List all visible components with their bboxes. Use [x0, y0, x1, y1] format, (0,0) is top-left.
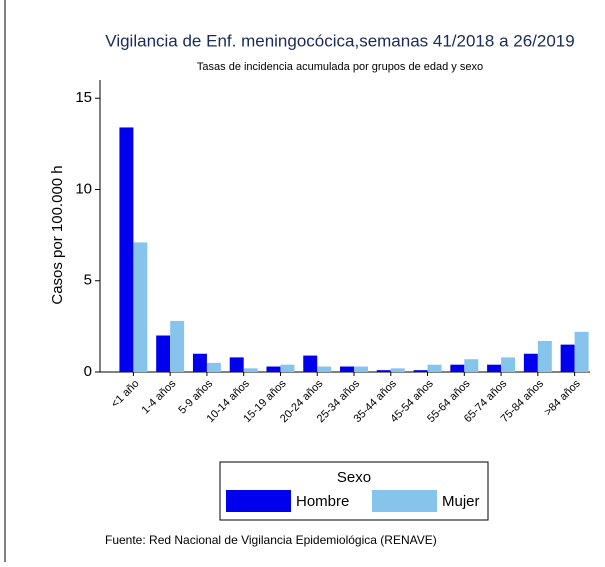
bar	[317, 366, 332, 372]
bar	[303, 355, 318, 372]
x-tick-label: <1 año	[109, 378, 141, 410]
y-tick-label: 10	[75, 180, 92, 197]
legend-swatch	[372, 490, 437, 512]
bar	[340, 366, 354, 372]
bar	[501, 357, 516, 372]
legend-label: Hombre	[296, 493, 349, 510]
x-tick-label: >84 años	[542, 377, 583, 418]
x-tick-label: 1-4 años	[140, 377, 179, 416]
bar	[156, 335, 171, 372]
bar	[413, 370, 428, 372]
bar	[280, 364, 295, 372]
bar	[170, 320, 185, 372]
bar	[464, 359, 479, 372]
y-tick-label: 0	[84, 363, 92, 380]
bar	[206, 362, 221, 372]
bar	[133, 242, 148, 372]
bar	[376, 370, 391, 372]
bar	[450, 364, 465, 372]
bar	[487, 364, 502, 372]
y-axis-label: Casos por 100.000 h	[49, 165, 66, 304]
legend-label: Mujer	[442, 493, 480, 510]
bar	[119, 127, 134, 372]
bar	[560, 344, 575, 372]
y-tick-label: 15	[75, 89, 92, 106]
bar	[537, 340, 552, 372]
y-tick-label: 5	[84, 272, 92, 289]
source-note: Fuente: Red Nacional de Vigilancia Epide…	[105, 533, 437, 547]
bar	[243, 368, 258, 372]
legend-title: Sexo	[337, 469, 371, 486]
bar	[390, 368, 405, 372]
bar	[192, 353, 207, 372]
bar	[266, 366, 281, 372]
bar	[427, 364, 442, 372]
bar	[229, 357, 244, 372]
legend-swatch	[226, 490, 291, 512]
bar	[523, 353, 538, 372]
chart-title: Vigilancia de Enf. meningocócica,semanas…	[105, 31, 574, 50]
bar	[354, 366, 368, 372]
bar	[574, 331, 589, 372]
chart-subtitle: Tasas de incidencia acumulada por grupos…	[197, 61, 483, 73]
